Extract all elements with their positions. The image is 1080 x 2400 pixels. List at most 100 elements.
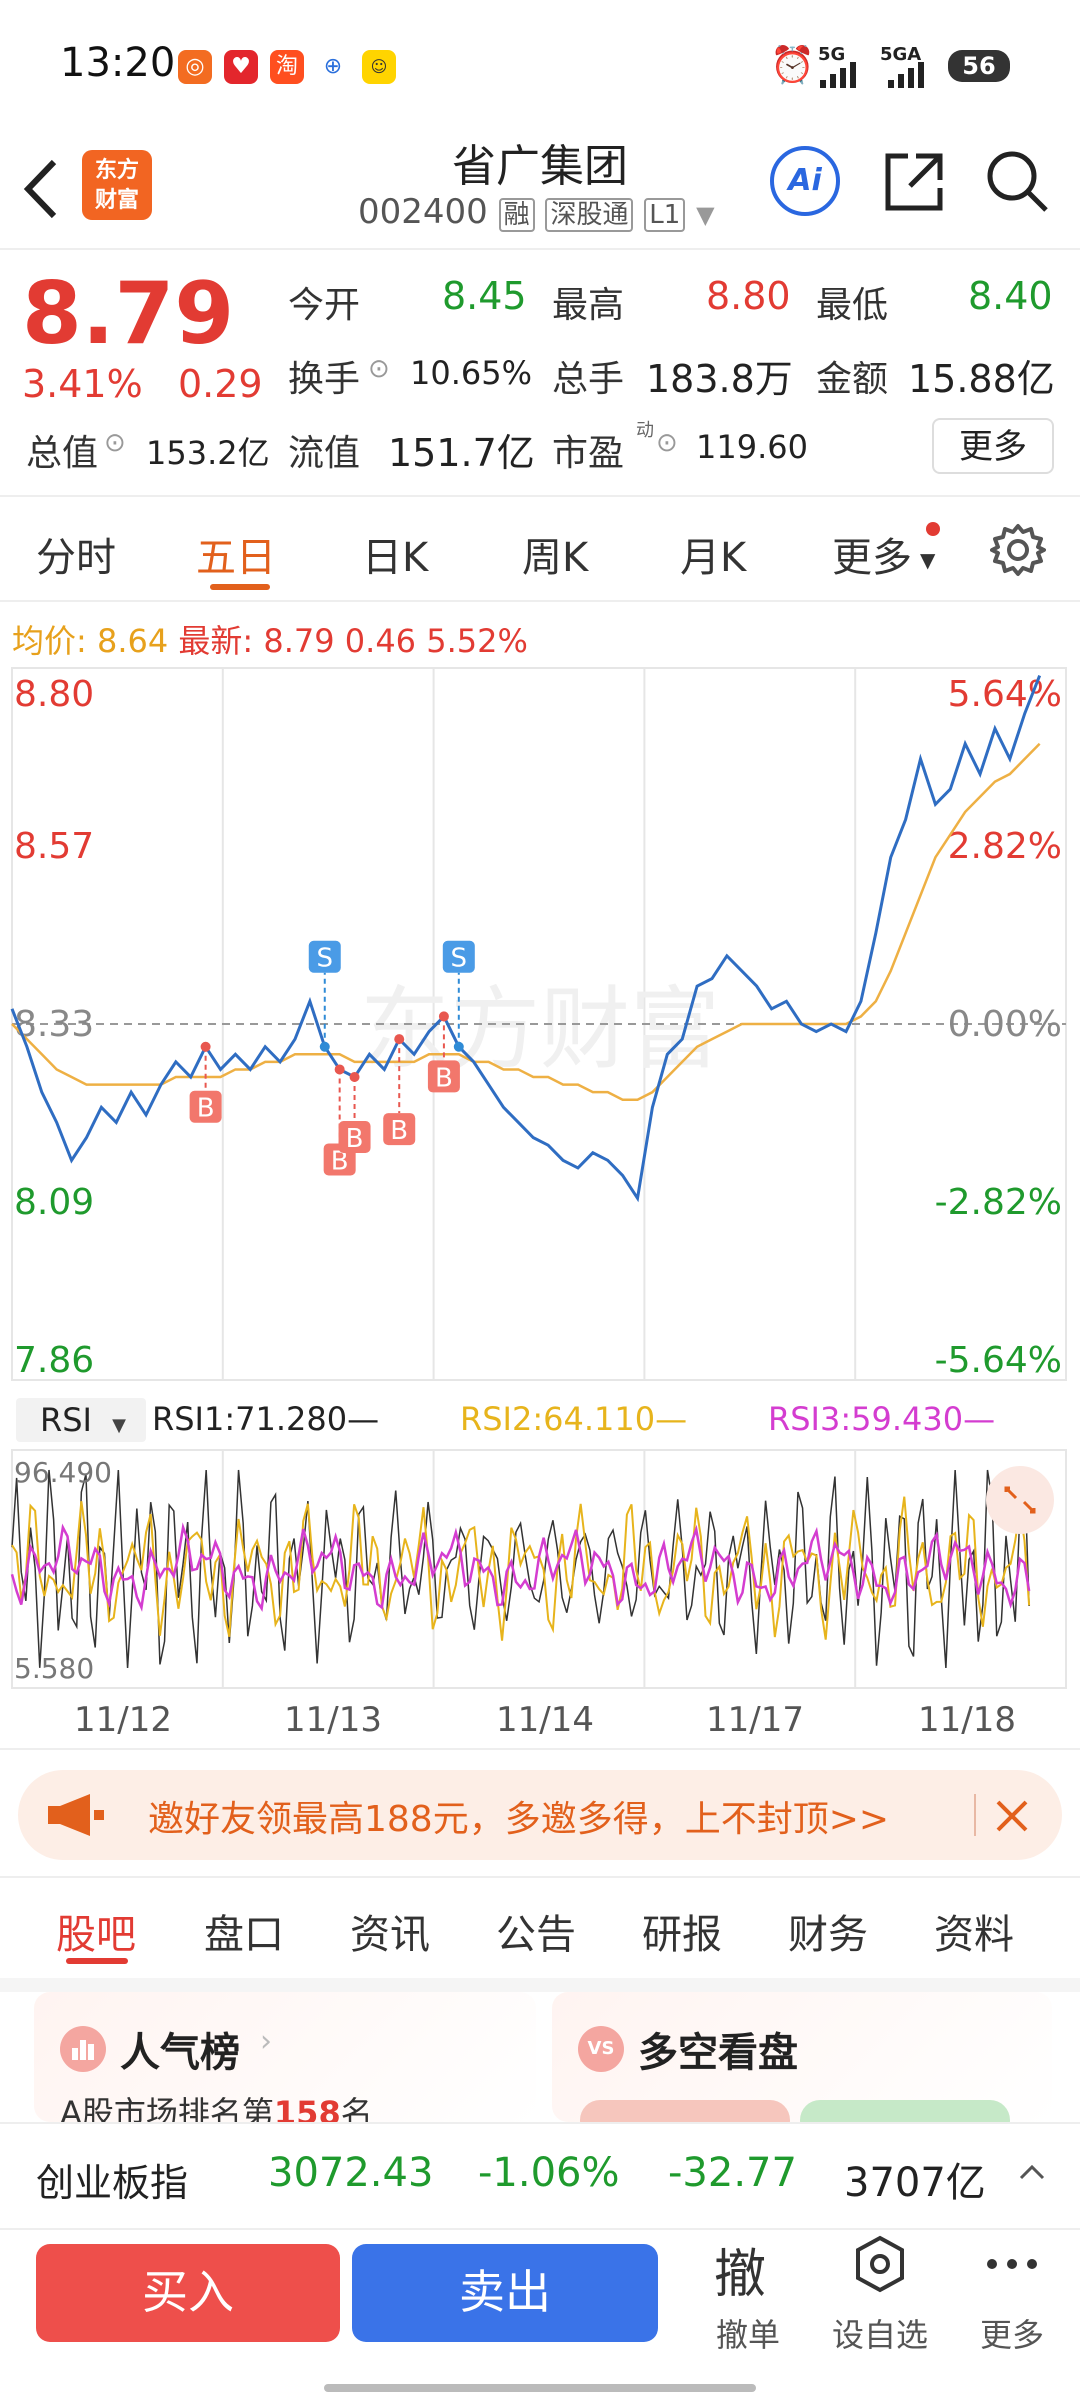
tab-guba[interactable]: 股吧	[56, 1912, 136, 1958]
latest-value: 8.79	[263, 622, 335, 660]
stock-code-row[interactable]: 002400 融 深股通 L1 ▼	[358, 192, 715, 232]
eastmoney-logo[interactable]: 东方 财富	[82, 150, 152, 220]
open-value: 8.45	[442, 274, 527, 318]
logo-line1: 东方	[94, 158, 139, 183]
open-label: 今开	[288, 285, 361, 326]
divider	[0, 1876, 1080, 1878]
popularity-subtitle: A股市场排名第158名	[60, 2088, 373, 2122]
promo-text: 邀好友领最高188元，多邀多得，上不封顶>>	[148, 1799, 890, 1840]
tab-monthly-k[interactable]: 月K	[680, 535, 747, 581]
network-5g-label: 5G	[818, 44, 846, 65]
pe-label: 市盈	[552, 433, 625, 474]
tab-research[interactable]: 研报	[642, 1912, 722, 1958]
rank-suffix: 名	[340, 2094, 373, 2122]
tab-pankou[interactable]: 盘口	[204, 1912, 284, 1958]
change-percent: 3.41%	[22, 362, 143, 406]
ai-assistant-button[interactable]: Ai	[770, 146, 840, 216]
tab-news[interactable]: 资讯	[350, 1912, 430, 1958]
buy-point	[200, 1041, 211, 1052]
info-icon[interactable]: ⊙	[368, 354, 390, 384]
amount-label: 金额	[816, 359, 889, 400]
buy-marker	[427, 1060, 460, 1093]
average-price-line	[11, 742, 1041, 1101]
y-axis-label: 7.86	[14, 1340, 94, 1381]
float-value: 151.7亿	[388, 431, 535, 475]
buy-point	[349, 1072, 360, 1083]
close-icon[interactable]	[992, 1796, 1032, 1836]
popularity-card[interactable]: 人气榜 › A股市场排名第158名	[34, 1992, 536, 2122]
tab-profile[interactable]: 资料	[934, 1912, 1014, 1958]
expand-chart-button[interactable]	[986, 1466, 1054, 1534]
search-icon[interactable]	[984, 148, 1050, 214]
settings-gear-icon[interactable]	[990, 522, 1046, 578]
more-quote-button[interactable]: 更多	[932, 418, 1054, 474]
bull-bear-card[interactable]: VS 多空看盘	[552, 1992, 1052, 2122]
add-watchlist-icon[interactable]	[852, 2234, 908, 2294]
volume-value: 183.8万	[646, 357, 793, 401]
pe-superscript: 动	[636, 420, 654, 441]
buy-button[interactable]: 买入	[36, 2244, 340, 2342]
y-axis-label: 8.80	[14, 674, 94, 715]
avg-label: 均价:	[12, 622, 87, 660]
index-name: 创业板指	[36, 2161, 189, 2205]
taobao-icon: 淘	[270, 50, 304, 84]
tab-announcements[interactable]: 公告	[496, 1912, 576, 1958]
alarm-icon: ⏰	[770, 45, 815, 86]
back-arrow-icon[interactable]	[22, 158, 62, 220]
battery-level: 56	[962, 52, 996, 80]
rank-number: 158	[273, 2094, 341, 2122]
low-label: 最低	[816, 285, 889, 326]
signal-icon	[820, 62, 856, 88]
bull-vote-button[interactable]	[580, 2100, 790, 2122]
mktcap-label: 总值	[26, 433, 99, 474]
buy-marker-label: B	[197, 1094, 215, 1124]
more-dots-icon[interactable]	[984, 2254, 1040, 2274]
latest-percent: 5.52%	[426, 622, 528, 660]
bear-vote-button[interactable]	[800, 2100, 1010, 2122]
chevron-up-icon[interactable]	[1018, 2162, 1046, 2182]
active-tab-underline	[210, 584, 270, 590]
rsi-indicator-select[interactable]: RSI ▼	[16, 1398, 146, 1442]
rsi-chart[interactable]	[0, 1448, 1080, 1693]
y-axis-pct-label: 5.64%	[948, 674, 1062, 715]
tab-finance[interactable]: 财务	[788, 1912, 868, 1958]
share-icon[interactable]	[882, 150, 946, 214]
app-notification-icon: ☺	[362, 50, 396, 84]
promo-banner[interactable]: 邀好友领最高188元，多邀多得，上不封顶>>	[18, 1770, 1062, 1860]
battery-icon: 56	[948, 50, 1010, 82]
buy-marker-label: B	[346, 1124, 364, 1154]
x-label: 11/18	[918, 1700, 1016, 1740]
rsi-frame	[11, 1449, 1067, 1689]
tab-daily-k[interactable]: 日K	[362, 535, 429, 581]
rsi2-line	[11, 1496, 1031, 1641]
tab-fenshi[interactable]: 分时	[36, 535, 116, 581]
stock-code: 002400	[358, 192, 488, 232]
app-notification-icon: ♥	[224, 50, 258, 84]
cancel-order-label[interactable]: 撤单	[715, 2316, 780, 2354]
index-value: 3072.43	[268, 2150, 434, 2196]
high-label: 最高	[552, 285, 625, 326]
buy-marker-label: B	[435, 1063, 453, 1093]
ai-label: Ai	[788, 163, 822, 198]
divider	[974, 1794, 976, 1836]
tab-wuri[interactable]: 五日	[196, 535, 276, 581]
more-actions-label[interactable]: 更多	[979, 2316, 1044, 2354]
cancel-order-icon[interactable]: 撤	[714, 2245, 767, 2305]
x-label: 11/14	[496, 1700, 594, 1740]
index-ticker-bar[interactable]: 创业板指 3072.43 -1.06% -32.77 3707亿	[0, 2122, 1080, 2230]
sell-marker	[308, 940, 341, 973]
info-icon[interactable]: ⊙	[656, 428, 678, 458]
add-watchlist-label[interactable]: 设自选	[831, 2316, 928, 2354]
sell-button[interactable]: 卖出	[352, 2244, 658, 2342]
level-badge: L1	[644, 198, 686, 232]
tab-weekly-k[interactable]: 周K	[522, 535, 589, 581]
tab-more[interactable]: 更多	[832, 535, 912, 581]
x-label: 11/12	[74, 1700, 172, 1740]
sell-marker	[442, 940, 475, 973]
info-icon[interactable]: ⊙	[104, 428, 126, 458]
low-value: 8.40	[968, 274, 1053, 318]
buy-marker	[338, 1121, 371, 1154]
buy-marker-label: B	[390, 1116, 408, 1146]
expand-icon	[1004, 1486, 1036, 1514]
